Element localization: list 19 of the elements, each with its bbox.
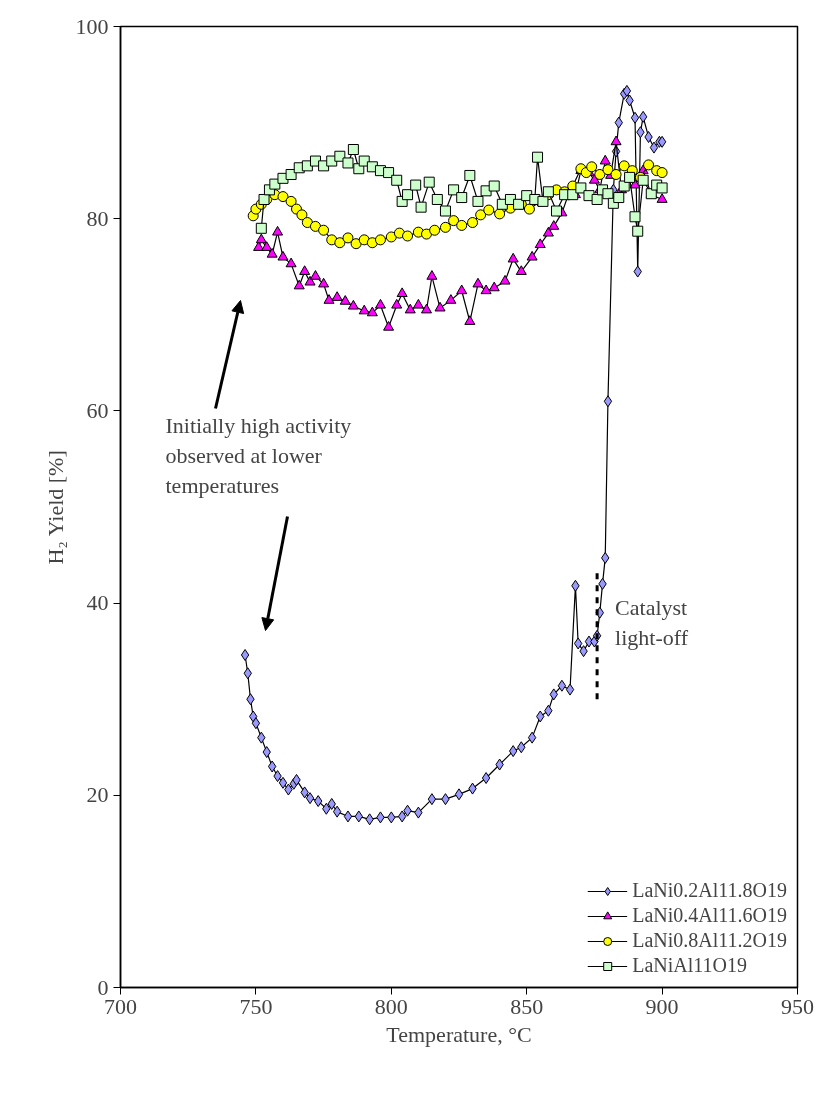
x-tick-label: 950 — [781, 993, 814, 1019]
legend-label: LaNi0.8Al11.2O19 — [632, 929, 787, 952]
y-tick-label: 0 — [97, 974, 109, 1000]
y-axis-title: H₂ Yield [%] — [42, 450, 68, 565]
annotation: Initially high activity observed at lower temperatures — [165, 412, 352, 498]
y-tick-label: 40 — [86, 590, 109, 616]
legend-label: LaNi0.2Al11.8O19 — [632, 879, 787, 902]
x-axis-title: Temperature, °C — [386, 1021, 532, 1047]
y-tick-label: 100 — [75, 13, 109, 39]
x-tick-label: 750 — [239, 993, 273, 1019]
x-tick-label: 850 — [510, 993, 544, 1019]
y-tick-label: 80 — [86, 205, 109, 231]
ref-line-label: Catalyst light-off — [615, 594, 689, 650]
legend-label: LaNi0.4Al11.6O19 — [632, 904, 787, 927]
y-tick-label: 20 — [86, 782, 109, 808]
x-tick-label: 900 — [645, 993, 679, 1019]
legend-label: LaNiAl11O19 — [632, 954, 747, 977]
y-tick-label: 60 — [86, 397, 109, 423]
x-tick-label: 800 — [374, 993, 408, 1019]
